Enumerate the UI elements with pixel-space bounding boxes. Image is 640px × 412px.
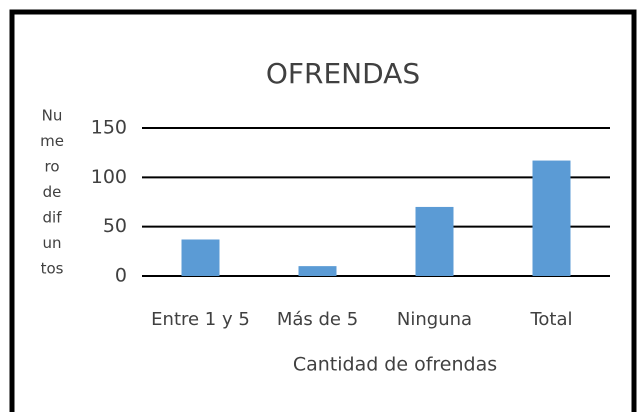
chart-border: [9, 9, 637, 412]
y-tick-label: 150: [91, 117, 127, 139]
bar: [181, 239, 220, 276]
x-tick-label: Total: [529, 309, 572, 330]
y-axis-label: tos: [41, 260, 64, 278]
y-axis-label: ro: [44, 158, 59, 176]
y-tick-label: 100: [91, 166, 127, 188]
y-axis-label: dif: [43, 209, 63, 227]
bar: [415, 206, 454, 276]
y-tick-label: 50: [103, 215, 127, 237]
x-tick-label: Más de 5: [277, 309, 358, 330]
x-axis-label: Cantidad de ofrendas: [293, 354, 497, 376]
chart-title: OFRENDAS: [266, 57, 420, 90]
x-tick-label: Entre 1 y 5: [151, 309, 250, 330]
x-tick-label: Ninguna: [397, 309, 472, 330]
y-axis-label: Nu: [42, 107, 63, 125]
y-axis-label: me: [40, 132, 64, 150]
y-axis-label: de: [43, 183, 62, 201]
y-tick-label: 0: [115, 265, 127, 287]
bar: [532, 160, 571, 276]
bar: [298, 266, 337, 276]
y-axis-label: un: [42, 234, 61, 252]
